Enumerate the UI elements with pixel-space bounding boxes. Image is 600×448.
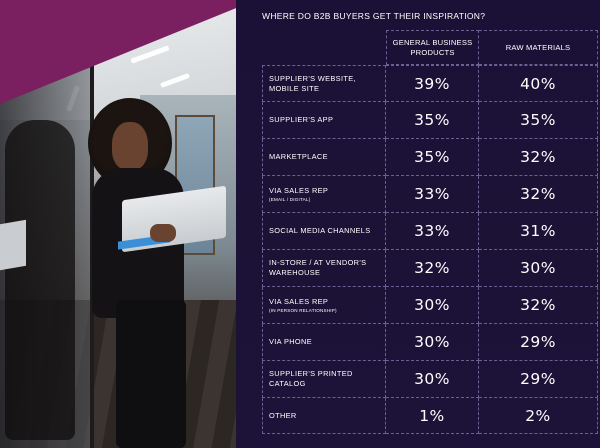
person-legs: [116, 300, 186, 448]
column-header-label: RAW MATERIALS: [505, 42, 571, 52]
table-row: VIA PHONE 30% 29%: [262, 324, 598, 361]
raw-value: 2%: [525, 406, 551, 425]
column-header-label: GENERAL BUSINESS PRODUCTS: [392, 38, 473, 57]
row-label: SUPPLIER'S WEBSITE, MOBILE SITE: [269, 73, 356, 93]
value-cell: 2%: [479, 398, 598, 434]
row-label-cell: VIA SALES REP (EMAIL / DIGITAL): [262, 176, 386, 213]
accent-band: [0, 0, 236, 104]
row-label-cell: IN-STORE / AT VENDOR'S WAREHOUSE: [262, 250, 386, 287]
stats-table: GENERAL BUSINESS PRODUCTS RAW MATERIALS …: [262, 30, 598, 434]
raw-value: 32%: [520, 148, 556, 166]
raw-value: 40%: [520, 74, 556, 93]
reflection-figure: [5, 120, 75, 440]
general-value: 32%: [414, 259, 450, 277]
reflection-laptop: [0, 219, 26, 271]
row-label: SOCIAL MEDIA CHANNELS: [269, 226, 371, 236]
raw-value: 32%: [520, 296, 556, 314]
table-row: MARKETPLACE 35% 32%: [262, 139, 598, 176]
page-title: WHERE DO B2B BUYERS GET THEIR INSPIRATIO…: [262, 11, 486, 21]
row-sublabel: (IN PERSON RELATIONSHIP): [269, 308, 337, 314]
value-cell: 32%: [479, 176, 598, 213]
table-header: GENERAL BUSINESS PRODUCTS RAW MATERIALS: [262, 30, 598, 65]
row-label: VIA SALES REP: [269, 296, 329, 306]
row-label-cell: SUPPLIER'S PRINTED CATALOG: [262, 361, 386, 398]
value-cell: 32%: [479, 287, 598, 324]
row-label: SUPPLIER'S APP: [269, 115, 334, 125]
row-label-cell: SUPPLIER'S APP: [262, 102, 386, 139]
table-row: IN-STORE / AT VENDOR'S WAREHOUSE 32% 30%: [262, 250, 598, 287]
row-label: OTHER: [269, 410, 297, 420]
row-label: MARKETPLACE: [269, 152, 328, 162]
table-row: SUPPLIER'S PRINTED CATALOG 30% 29%: [262, 361, 598, 398]
value-cell: 40%: [479, 65, 598, 102]
table-row: VIA SALES REP (EMAIL / DIGITAL) 33% 32%: [262, 176, 598, 213]
value-cell: 35%: [386, 102, 479, 139]
general-value: 39%: [414, 74, 450, 93]
value-cell: 31%: [479, 213, 598, 250]
row-label: IN-STORE / AT VENDOR'S WAREHOUSE: [269, 258, 367, 277]
person-face: [112, 122, 148, 170]
row-sublabel: (EMAIL / DIGITAL): [269, 197, 311, 203]
row-label-cell: MARKETPLACE: [262, 139, 386, 176]
general-value: 35%: [414, 111, 450, 129]
table-row: VIA SALES REP (IN PERSON RELATIONSHIP) 30…: [262, 287, 598, 324]
row-label: SUPPLIER'S PRINTED CATALOG: [269, 369, 353, 388]
value-cell: 33%: [386, 213, 479, 250]
value-cell: 30%: [386, 361, 479, 398]
row-label-cell: SOCIAL MEDIA CHANNELS: [262, 213, 386, 250]
row-label-cell: VIA PHONE: [262, 324, 386, 361]
raw-value: 30%: [520, 259, 556, 277]
hero-photo: [0, 0, 236, 448]
hand: [150, 224, 176, 242]
general-value: 30%: [414, 296, 450, 314]
row-label-cell: VIA SALES REP (IN PERSON RELATIONSHIP): [262, 287, 386, 324]
value-cell: 35%: [386, 139, 479, 176]
raw-value: 31%: [520, 222, 556, 240]
row-label-cell: SUPPLIER'S WEBSITE, MOBILE SITE: [262, 65, 386, 102]
value-cell: 30%: [479, 250, 598, 287]
value-cell: 35%: [479, 102, 598, 139]
value-cell: 39%: [386, 65, 479, 102]
value-cell: 30%: [386, 287, 479, 324]
table-row: SOCIAL MEDIA CHANNELS 33% 31%: [262, 213, 598, 250]
value-cell: 29%: [479, 361, 598, 398]
column-header: RAW MATERIALS: [479, 30, 598, 65]
general-value: 30%: [414, 333, 450, 351]
content-panel: WHERE DO B2B BUYERS GET THEIR INSPIRATIO…: [236, 0, 600, 448]
general-value: 30%: [414, 370, 450, 388]
general-value: 33%: [414, 222, 450, 240]
value-cell: 33%: [386, 176, 479, 213]
value-cell: 32%: [386, 250, 479, 287]
table-row: SUPPLIER'S WEBSITE, MOBILE SITE 39% 40%: [262, 65, 598, 102]
header-blank: [262, 30, 386, 65]
general-value: 35%: [414, 148, 450, 166]
raw-value: 32%: [520, 185, 556, 203]
raw-value: 29%: [520, 333, 556, 351]
general-value: 1%: [419, 406, 445, 425]
raw-value: 29%: [520, 370, 556, 388]
row-label: VIA SALES REP: [269, 185, 329, 195]
table-row: OTHER 1% 2%: [262, 398, 598, 434]
general-value: 33%: [414, 185, 450, 203]
row-label-cell: OTHER: [262, 398, 386, 434]
value-cell: 32%: [479, 139, 598, 176]
column-header: GENERAL BUSINESS PRODUCTS: [386, 30, 479, 65]
raw-value: 35%: [520, 111, 556, 129]
row-label: VIA PHONE: [269, 337, 312, 347]
table-row: SUPPLIER'S APP 35% 35%: [262, 102, 598, 139]
value-cell: 29%: [479, 324, 598, 361]
value-cell: 30%: [386, 324, 479, 361]
value-cell: 1%: [386, 398, 479, 434]
